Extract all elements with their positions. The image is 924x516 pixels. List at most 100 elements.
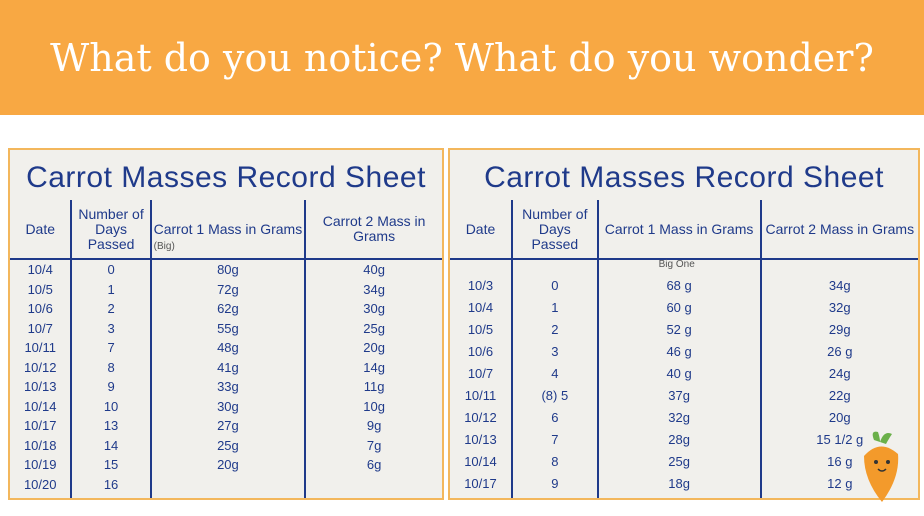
cell: 12 g [827, 475, 853, 491]
column-header: Date [450, 200, 513, 260]
header: What do you notice? What do you wonder? [0, 0, 924, 115]
cell: 5g [305, 494, 442, 498]
data-row: 10/13 7 28g 15 1/2 g [450, 428, 918, 450]
cell: 10/14 [450, 450, 513, 472]
cell: 10/6 [450, 340, 513, 362]
cell: 10/7 [450, 362, 513, 384]
data-row: 10/19 15 20g 6g [10, 455, 442, 475]
cell: 9g [366, 418, 382, 434]
sheet-title: Carrot Masses Record Sheet [26, 161, 426, 194]
cell: 3 [71, 318, 152, 338]
cell: 32g [828, 299, 851, 315]
cell: 10 [511, 494, 599, 498]
cell: 10/5 [10, 279, 73, 299]
cell: 20g [363, 340, 385, 356]
cell: 30g [363, 301, 385, 317]
column-header: Carrot 1 Mass in Grams (Big) [150, 200, 307, 260]
cell: 46 g [597, 340, 762, 362]
cell: 14g [363, 359, 385, 375]
cell: 1 [511, 296, 599, 318]
header-row: Date Number of Days Passed Carrot 1 Mass i… [450, 200, 918, 270]
cell: 10/4 [450, 296, 513, 318]
cell: 37g [597, 384, 762, 406]
cell: 15 [71, 455, 152, 475]
cell: 34g [363, 281, 385, 297]
note: Big One [658, 259, 695, 270]
cell: (8) 5 [511, 384, 599, 406]
sheet-title: Carrot Masses Record Sheet [484, 161, 884, 194]
cell: 28g [597, 428, 762, 450]
data-row: 10/181016g11g [450, 494, 918, 499]
cell: 0 [71, 259, 152, 280]
cell: 11g [761, 494, 918, 499]
cell: 10/12 [10, 357, 73, 377]
cell: 6 [511, 406, 599, 428]
cell [150, 474, 307, 494]
cell: 10/17 [10, 416, 73, 436]
data-row: 10/4 0 80g 40g [10, 259, 442, 280]
cell: 10/7 [10, 318, 73, 338]
cell: 27g [150, 416, 307, 436]
cell: 18g [597, 472, 762, 494]
data-row: 10/13 9 33g 11g [10, 377, 442, 397]
cell: 15 1/2 g [816, 431, 864, 447]
cell: 10/3 [450, 259, 513, 296]
cell: 22g [828, 387, 851, 403]
cell: 17 [71, 494, 152, 498]
photo-right: Carrot Masses Record Sheet Date Number of … [448, 148, 920, 500]
cell: 8 [71, 357, 152, 377]
column-header: Carrot 2 Mass in Grams [305, 200, 442, 260]
cell: 62g [150, 299, 307, 319]
data-row: 10/11 (8) 5 37g 22g [450, 384, 918, 406]
cell: 55g [150, 318, 307, 338]
cell: 80g [150, 259, 307, 280]
column-header: Date [10, 200, 73, 260]
cell: 13 [71, 416, 152, 436]
cell: 14 [71, 435, 152, 455]
cell: 25g [150, 435, 307, 455]
cell: 26 g [827, 343, 853, 359]
cell: 7 [511, 428, 599, 450]
data-row: 10/17 13 27g 9g [10, 416, 442, 436]
note: (Big) [153, 241, 175, 252]
cell: 16 g [827, 453, 853, 469]
cell: 20g [150, 455, 307, 475]
cell: 10/19 [10, 455, 73, 475]
cell: 10g [363, 398, 385, 414]
cell: 40g [363, 262, 385, 278]
cell: 16 [71, 474, 152, 494]
cell: 72g [150, 279, 307, 299]
photo-left: Carrot Masses Record Sheet Date Number of … [8, 148, 444, 500]
cell: 24g [828, 365, 851, 381]
cell: 3 [511, 340, 599, 362]
header-row: Date Number of Days Passed Carrot 1 Mass i… [10, 200, 442, 260]
cell: 4 [511, 362, 599, 384]
cell: 13g [150, 494, 307, 498]
data-row: 10/12 6 32g 20g [450, 406, 918, 428]
cell: 2 [511, 318, 599, 340]
cell: 41g [150, 357, 307, 377]
cell: 33g [150, 377, 307, 397]
record-table: Date Number of Days Passed Carrot 1 Mass i… [10, 200, 442, 498]
carrot-icon [864, 431, 899, 502]
cell: 0 [511, 259, 599, 296]
cell: 9 [71, 377, 152, 397]
data-row: 10/5 1 72g 34g [10, 279, 442, 299]
data-row: 10/7 3 55g 25g [10, 318, 442, 338]
cell: 7g [366, 437, 382, 453]
data-row: 10/17 9 18g 12 g [450, 472, 918, 494]
cell [305, 475, 442, 495]
cell: 10/11 [450, 384, 513, 406]
cell: 7 [71, 338, 152, 358]
cell: 10/11 [10, 338, 73, 358]
cell: 10/4 [10, 259, 73, 280]
data-row: 10/14 10 30g 10g [10, 396, 442, 416]
cell: 16g [597, 494, 762, 498]
data-row: 10/3 0 68 g 34g [450, 259, 918, 296]
cell: 8 [511, 450, 599, 472]
cell: 10/13 [450, 428, 513, 450]
cell: 34g [828, 277, 851, 293]
cell: 10/18 [10, 435, 73, 455]
column-header: Number of Days Passed [511, 200, 599, 260]
